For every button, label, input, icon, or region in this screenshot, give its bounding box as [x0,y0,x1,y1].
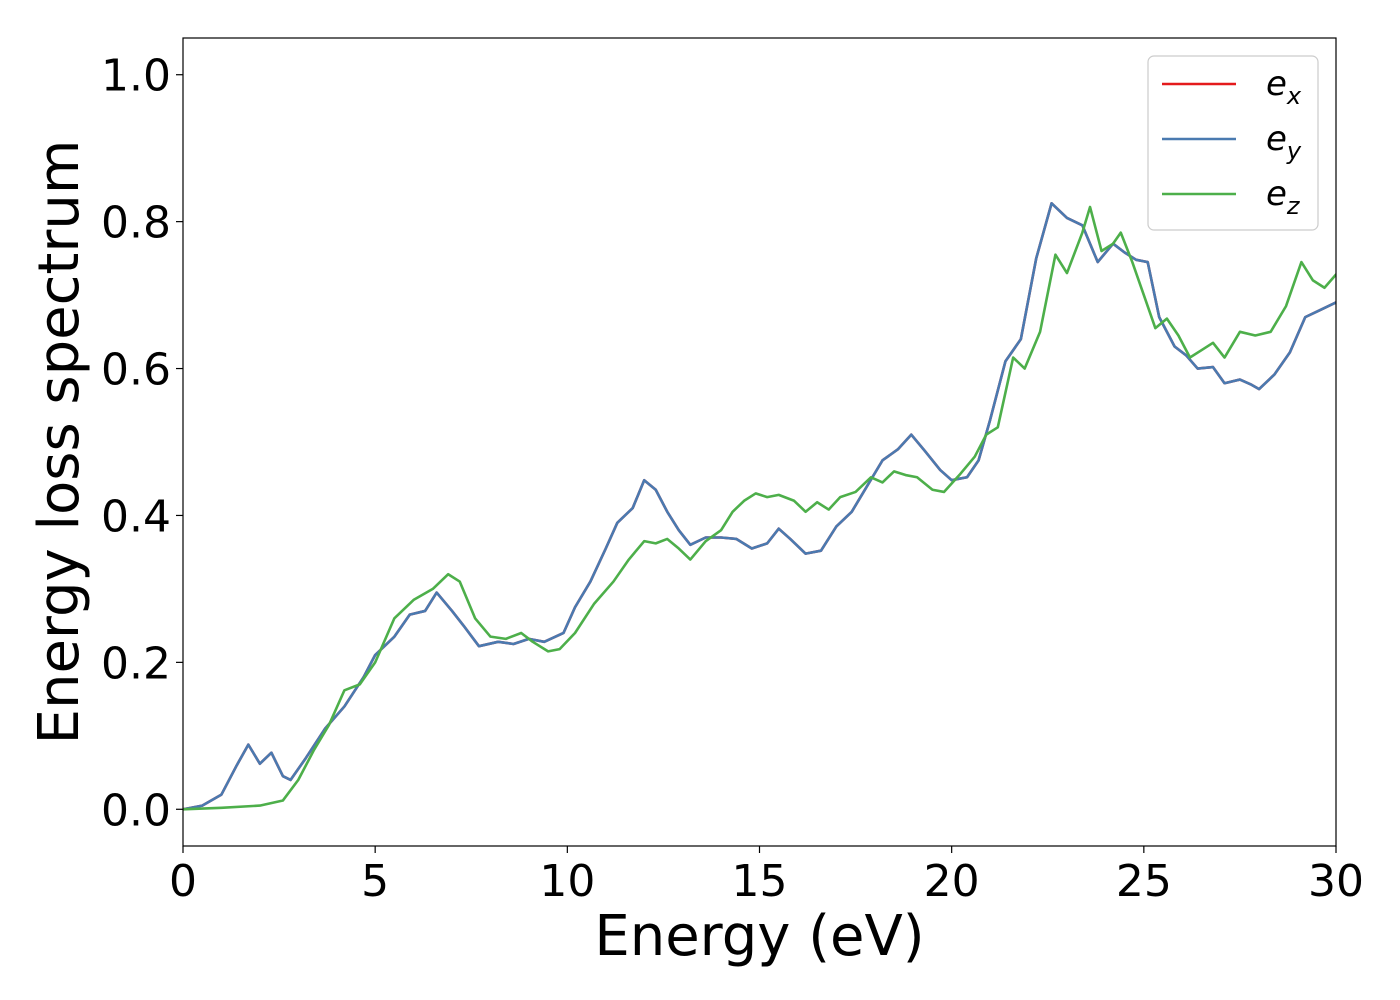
x-tick-label: 20 [924,856,980,907]
series-line-x [183,201,1336,811]
x-tick-label: 15 [732,856,788,907]
x-tick-label: 5 [361,856,389,907]
y-tick-label: 0.0 [101,785,171,836]
legend: ex ey ez [1147,55,1319,231]
x-tick-label: 25 [1116,856,1172,907]
y-tick-label: 0.4 [101,491,171,542]
legend-label-x: ex [1266,64,1302,110]
series-line-z [183,205,1336,811]
x-axis-title: Energy (eV) [594,904,924,969]
series-line-y [183,201,1336,811]
plot-lines [183,201,1336,811]
x-tick-label: 0 [169,856,197,907]
y-tick-label: 1.0 [101,51,171,102]
x-tick-label: 30 [1308,856,1364,907]
y-axis: 0.0 0.2 0.4 0.6 0.8 1.0 [101,51,183,836]
y-tick-label: 0.6 [101,345,171,396]
y-axis-title: Energy loss spectrum [27,140,92,745]
x-axis: 0 5 10 15 20 25 30 [169,846,1364,907]
x-tick-label: 10 [539,856,595,907]
y-tick-label: 0.2 [101,638,171,689]
legend-label-y: ey [1266,119,1302,165]
legend-label-z: ez [1266,174,1301,220]
legend-box [1147,55,1319,231]
y-tick-label: 0.8 [101,198,171,249]
